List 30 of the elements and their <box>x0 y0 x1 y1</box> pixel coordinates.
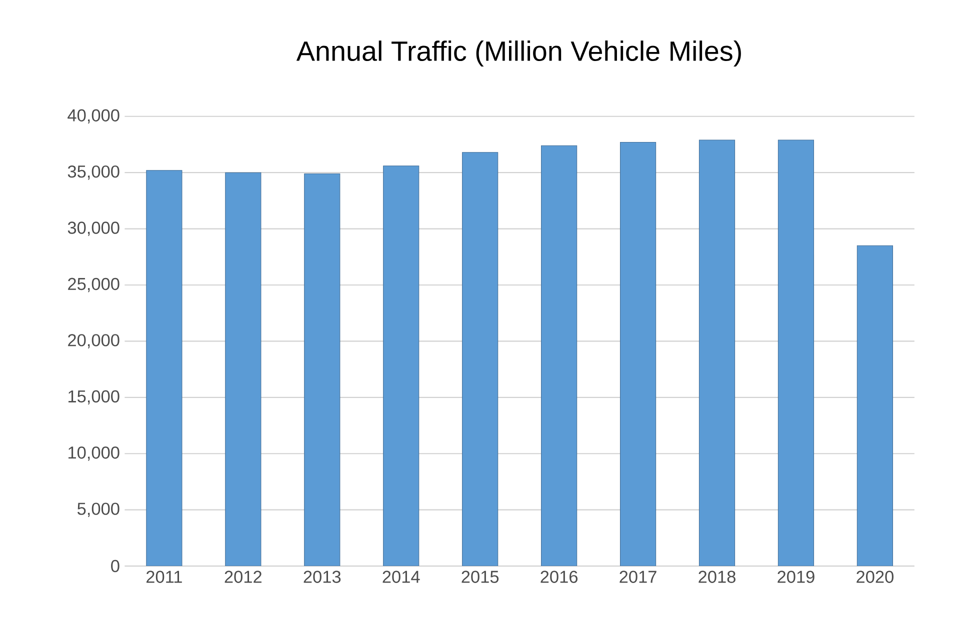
x-tick-label: 2019 <box>778 570 814 584</box>
y-tick-label: 35,000 <box>68 166 120 180</box>
bar <box>462 152 498 566</box>
y-tick-label: 20,000 <box>68 334 120 348</box>
x-tick-label: 2014 <box>382 570 420 584</box>
x-tick-label: 2012 <box>224 570 262 584</box>
y-tick-label: 15,000 <box>68 390 120 405</box>
bar <box>225 172 262 566</box>
y-tick-label: 25,000 <box>68 278 120 292</box>
x-tick-label: 2015 <box>462 570 499 584</box>
x-tick-label: 2020 <box>856 570 894 584</box>
chart-title: Annual Traffic (Million Vehicle Miles) <box>296 40 741 67</box>
y-tick-label: 5,000 <box>77 502 120 518</box>
bar <box>304 174 340 566</box>
x-tick-label: 2016 <box>540 570 578 584</box>
bar <box>856 246 893 566</box>
x-tick-label: 2017 <box>620 570 656 584</box>
bar <box>146 170 182 566</box>
y-tick-label: 40,000 <box>68 109 120 124</box>
bar <box>620 142 656 566</box>
bar <box>778 140 814 566</box>
y-tick-label: 10,000 <box>68 446 120 461</box>
bar <box>541 145 578 566</box>
x-tick-label: 2018 <box>698 570 736 584</box>
y-tick-label: 30,000 <box>68 222 120 236</box>
y-tick-label: 0 <box>111 560 120 572</box>
bar <box>698 140 736 566</box>
x-tick-label: 2011 <box>146 570 182 584</box>
bar <box>383 166 420 566</box>
x-tick-label: 2013 <box>304 570 341 584</box>
